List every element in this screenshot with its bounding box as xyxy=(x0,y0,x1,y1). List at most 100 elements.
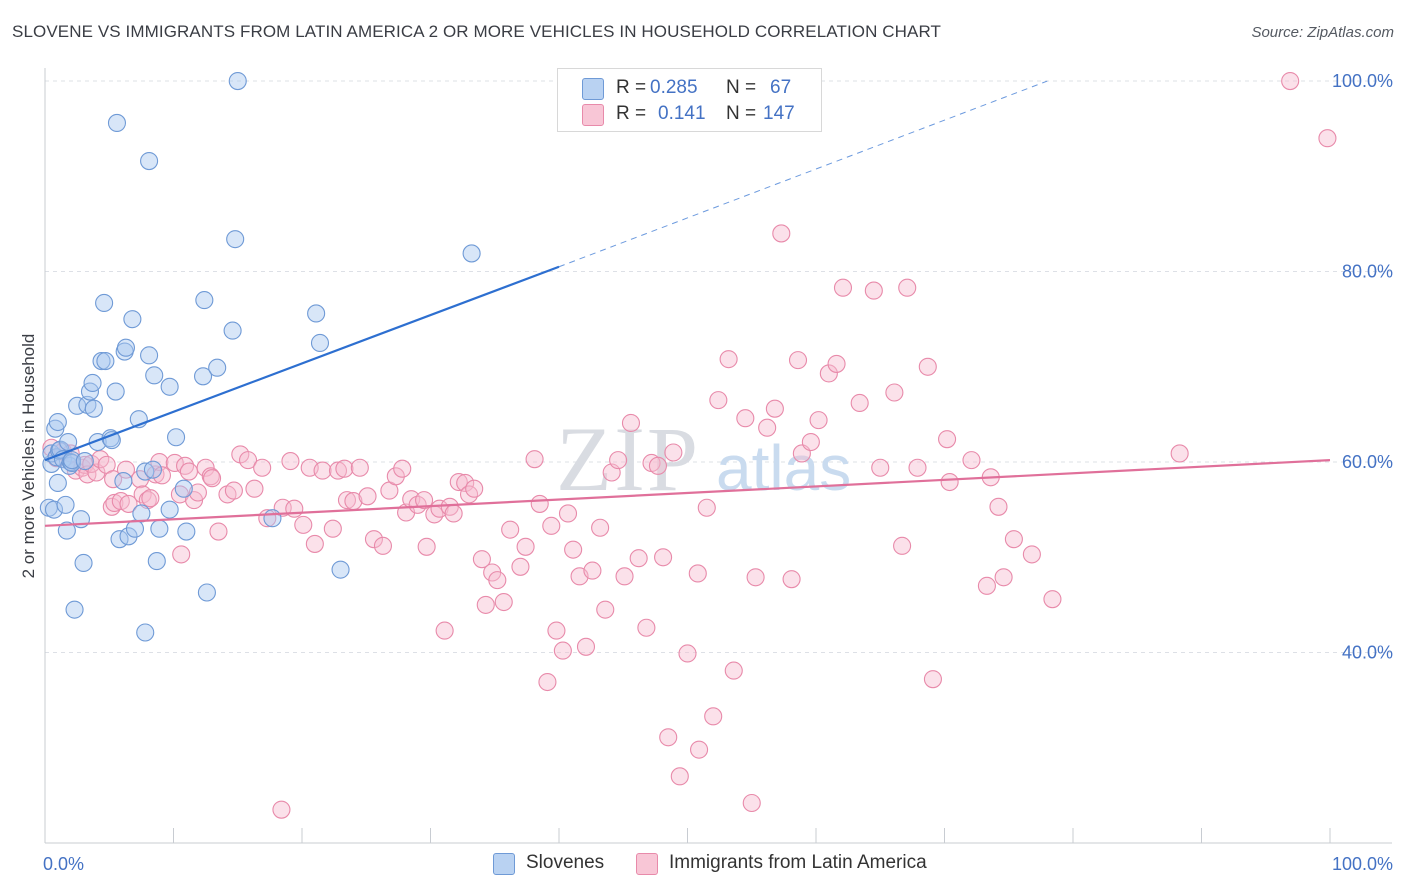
latin-america-point xyxy=(977,576,996,595)
latin-america-point xyxy=(285,499,304,518)
slovene-point xyxy=(462,244,481,263)
latin-america-point xyxy=(898,278,917,297)
latin-america-point xyxy=(583,561,602,580)
latin-america-point xyxy=(629,549,648,568)
latin-america-point xyxy=(488,571,507,590)
latin-america-point xyxy=(648,456,667,475)
slovene-point xyxy=(114,472,133,491)
slovene-point xyxy=(136,462,155,481)
latin-america-point xyxy=(358,487,377,506)
latin-america-point xyxy=(670,767,689,786)
latin-america-point xyxy=(678,644,697,663)
latin-america-point xyxy=(659,728,678,747)
slovene-point xyxy=(96,352,115,371)
latin-america-point xyxy=(209,522,228,541)
latin-america-point xyxy=(765,399,784,418)
latin-america-point xyxy=(908,458,927,477)
latin-america-point xyxy=(940,472,959,492)
y-tick-label: 100.0% xyxy=(1332,71,1393,91)
latin-america-point xyxy=(893,536,912,555)
slovene-point xyxy=(119,527,138,546)
latin-america-point xyxy=(188,483,207,502)
latin-america-point xyxy=(962,451,981,470)
slovene-point xyxy=(140,346,159,365)
latin-america-point xyxy=(328,461,348,480)
latin-america-point xyxy=(364,530,384,549)
latin-america-point xyxy=(1281,71,1300,91)
latin-america-point xyxy=(253,458,272,477)
latin-america-point xyxy=(179,462,198,481)
latin-america-point xyxy=(688,564,707,583)
latin-america-point xyxy=(335,459,354,478)
latin-america-point xyxy=(172,545,191,564)
latin-america-point xyxy=(801,432,820,452)
latin-america-point xyxy=(564,540,583,559)
slovene-point xyxy=(62,451,82,470)
latin-america-point xyxy=(350,458,369,477)
slovene-point xyxy=(174,479,193,498)
latin-america-point xyxy=(476,595,495,614)
legend-r-label: R = xyxy=(616,103,647,124)
slovene-point xyxy=(150,519,169,538)
latin-america-point xyxy=(105,493,124,513)
latin-america-point xyxy=(827,354,846,373)
y-axis-title: 2 or more Vehicles in Household xyxy=(19,334,38,579)
latin-america-point xyxy=(511,557,530,576)
latin-america-point xyxy=(885,383,904,402)
latin-america-point xyxy=(272,800,291,819)
latin-america-point xyxy=(547,621,566,640)
latin-america-point xyxy=(373,536,393,555)
slovene-point xyxy=(263,509,282,528)
tick-labels: 40.0% 60.0% 80.0% 100.0% 0.0% 100.0% xyxy=(43,71,1393,874)
latin-america-point xyxy=(196,458,215,477)
latin-america-point xyxy=(224,481,243,500)
slovene-point xyxy=(307,304,326,323)
slovene-point xyxy=(83,373,102,393)
latin-america-point xyxy=(553,641,572,660)
latin-america-point xyxy=(449,472,468,492)
legend-n-value: 67 xyxy=(770,77,792,98)
slovene-point xyxy=(194,367,213,386)
slovene-point xyxy=(223,321,242,340)
latin-america-trend-line xyxy=(44,459,1331,527)
slovene-point xyxy=(125,519,144,538)
latin-america-point xyxy=(456,473,475,493)
latin-america-point xyxy=(472,550,491,569)
chart-title: SLOVENE VS IMMIGRANTS FROM LATIN AMERICA… xyxy=(12,22,942,41)
latin-america-point xyxy=(609,451,628,470)
slovene-point xyxy=(74,553,93,573)
latin-america-point xyxy=(323,519,342,538)
legend-r-value: 0.141 xyxy=(658,103,706,124)
latin-america-point xyxy=(736,409,755,428)
latin-america-point xyxy=(494,592,513,612)
slovene-point xyxy=(143,460,162,479)
latin-america-point xyxy=(758,418,777,437)
y-tick-label: 60.0% xyxy=(1342,452,1393,472)
legend-r-value: 0.285 xyxy=(650,77,698,98)
latin-america-point xyxy=(704,707,723,726)
slovene-point xyxy=(226,230,245,249)
latin-america-point xyxy=(742,793,761,813)
legend-n-label: N = xyxy=(726,77,757,98)
bottom-legend-label: Slovenes xyxy=(526,852,605,873)
legend-n-label: N = xyxy=(726,103,757,124)
bottom-legend-swatch-pink xyxy=(636,853,658,875)
latin-america-point xyxy=(245,479,264,498)
latin-america-point xyxy=(918,357,937,376)
latin-america-point xyxy=(444,504,463,523)
slovene-point xyxy=(84,399,103,418)
latin-america-point xyxy=(1170,444,1189,463)
slovene-point xyxy=(132,504,151,523)
slovene-point xyxy=(331,560,350,579)
latin-america-point xyxy=(697,498,716,517)
latin-america-point xyxy=(203,469,222,488)
legend-swatch-blue xyxy=(582,78,604,100)
slovene-point xyxy=(197,583,216,602)
latin-america-point xyxy=(989,497,1008,516)
trend-lines xyxy=(44,80,1331,527)
slovene-point xyxy=(167,428,186,447)
slovenes-trend-line xyxy=(44,265,560,462)
slovene-point xyxy=(107,113,127,133)
latin-america-point xyxy=(417,537,436,556)
